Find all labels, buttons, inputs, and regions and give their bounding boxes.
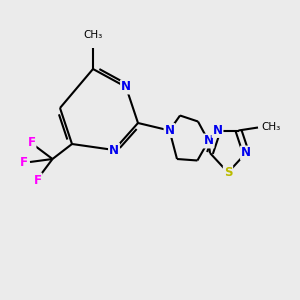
Text: CH₃: CH₃: [262, 122, 281, 133]
Text: F: F: [28, 136, 35, 149]
Text: N: N: [212, 124, 223, 137]
Text: N: N: [203, 134, 214, 148]
Text: N: N: [121, 80, 131, 94]
Text: S: S: [224, 166, 232, 179]
Text: N: N: [164, 124, 175, 137]
Text: F: F: [20, 155, 28, 169]
Text: F: F: [34, 173, 41, 187]
Text: N: N: [109, 143, 119, 157]
Text: N: N: [241, 146, 251, 160]
Text: CH₃: CH₃: [83, 31, 103, 40]
